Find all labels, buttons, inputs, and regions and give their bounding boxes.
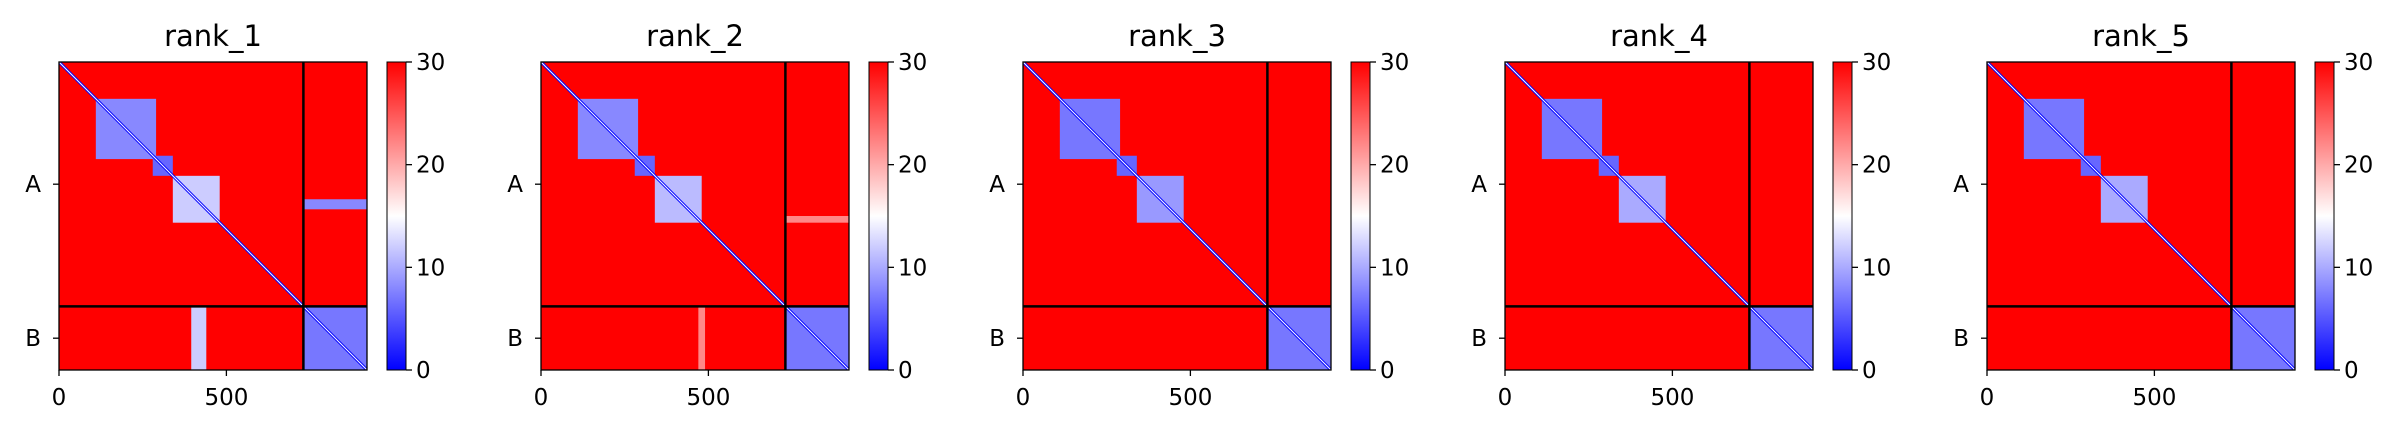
- y-tick-label: A: [1953, 172, 1969, 198]
- heatmap-area: [1987, 62, 2295, 370]
- colorbar: [386, 61, 407, 371]
- pae-panel-4: rank_4 A B 0 500 0 10 20 30: [1471, 19, 1891, 411]
- colorbar-tick-label: 30: [416, 50, 445, 76]
- colorbar-tick-label: 10: [2344, 255, 2373, 281]
- colorbar-tick-label: 30: [1862, 50, 1891, 76]
- pae-panel-5: rank_5 A B 0 500 0 10 20 30: [1953, 19, 2373, 411]
- heatmap-area: [541, 62, 849, 370]
- heatmap-area: [1023, 62, 1331, 370]
- plot-frame: [540, 61, 850, 371]
- colorbar-tick-label: 30: [2344, 50, 2373, 76]
- colorbar-tick-label: 30: [898, 50, 927, 76]
- colorbar: [868, 61, 889, 371]
- x-tick-label: 500: [1650, 385, 1694, 411]
- colorbar-tick-label: 10: [1862, 255, 1891, 281]
- panel-title: rank_4: [1610, 19, 1708, 53]
- y-tick-label: B: [1471, 326, 1487, 352]
- y-tick-label: B: [25, 326, 41, 352]
- x-tick-label: 500: [2132, 385, 2176, 411]
- colorbar-tick-label: 20: [1380, 153, 1409, 179]
- heatmap-area: [59, 62, 367, 370]
- plot-frame: [1504, 61, 1814, 371]
- y-tick-label: B: [989, 326, 1005, 352]
- colorbar: [1832, 61, 1853, 371]
- pae-panel-1: rank_1 A B 0 500 0 10 20 30: [25, 19, 445, 411]
- colorbar-tick-label: 0: [1862, 358, 1877, 384]
- plot-frame: [1986, 61, 2296, 371]
- x-tick-label: 0: [534, 385, 549, 411]
- colorbar-tick-label: 0: [2344, 358, 2359, 384]
- x-tick-label: 500: [204, 385, 248, 411]
- x-tick-label: 0: [1980, 385, 1995, 411]
- colorbar-tick-label: 0: [898, 358, 913, 384]
- colorbar: [1350, 61, 1371, 371]
- colorbar-tick-label: 20: [898, 153, 927, 179]
- colorbar-tick-label: 0: [1380, 358, 1395, 384]
- colorbar-tick-label: 0: [416, 358, 431, 384]
- plot-frame: [58, 61, 368, 371]
- y-tick-label: A: [989, 172, 1005, 198]
- panel-title: rank_5: [2092, 19, 2190, 53]
- y-tick-label: A: [507, 172, 523, 198]
- colorbar: [2314, 61, 2335, 371]
- heatmap-stripe: [191, 306, 207, 370]
- panel-title: rank_3: [1128, 19, 1226, 53]
- plot-frame: [1022, 61, 1332, 371]
- colorbar-tick-label: 20: [416, 153, 445, 179]
- y-tick-label: B: [1953, 326, 1969, 352]
- colorbar-tick-label: 10: [1380, 255, 1409, 281]
- pae-panel-2: rank_2 A B 0 500 0 10 20 30: [507, 19, 927, 411]
- pae-panel-3: rank_3 A B 0 500 0 10 20 30: [989, 19, 1409, 411]
- colorbar-tick-label: 30: [1380, 50, 1409, 76]
- heatmap-stripe: [698, 306, 706, 370]
- colorbar-tick-label: 20: [1862, 153, 1891, 179]
- heatmap-area: [1505, 62, 1813, 370]
- heatmap-stripe: [303, 199, 367, 210]
- x-tick-label: 500: [1168, 385, 1212, 411]
- panel-title: rank_2: [646, 19, 744, 53]
- x-tick-label: 0: [1016, 385, 1031, 411]
- y-tick-label: B: [507, 326, 523, 352]
- x-tick-label: 0: [52, 385, 67, 411]
- x-tick-label: 0: [1498, 385, 1513, 411]
- y-tick-label: A: [1471, 172, 1487, 198]
- x-tick-label: 500: [686, 385, 730, 411]
- colorbar-tick-label: 10: [898, 255, 927, 281]
- colorbar-tick-label: 10: [416, 255, 445, 281]
- heatmap-stripe: [785, 216, 849, 223]
- colorbar-tick-label: 20: [2344, 153, 2373, 179]
- y-tick-label: A: [25, 172, 41, 198]
- panel-title: rank_1: [164, 19, 262, 53]
